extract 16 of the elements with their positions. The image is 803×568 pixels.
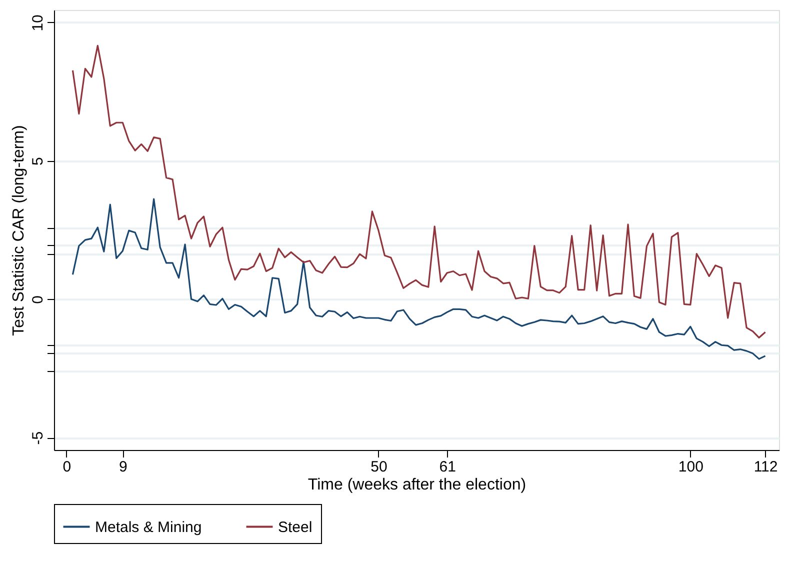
x-tick-label: 61 — [439, 458, 456, 476]
x-tick-label: 100 — [678, 458, 704, 476]
x-tick-label: 50 — [370, 458, 388, 476]
x-tick-label: 0 — [62, 458, 72, 476]
x-tick-label: 9 — [118, 458, 128, 476]
y-tick-label: 5 — [30, 157, 46, 166]
y-tick-label: -5 — [30, 431, 46, 445]
x-axis-title: Time (weeks after the election) — [308, 476, 526, 494]
legend-label: Steel — [278, 518, 312, 536]
x-tick-label: 112 — [754, 458, 778, 476]
line-series — [72, 44, 766, 338]
line-series — [72, 198, 766, 360]
y-tick-label: 0 — [30, 296, 46, 304]
y-tick-label: 10 — [30, 14, 46, 32]
y-axis-title: Test Statistic CAR (long-term) — [10, 125, 28, 336]
legend-label: Metals & Mining — [95, 518, 202, 536]
